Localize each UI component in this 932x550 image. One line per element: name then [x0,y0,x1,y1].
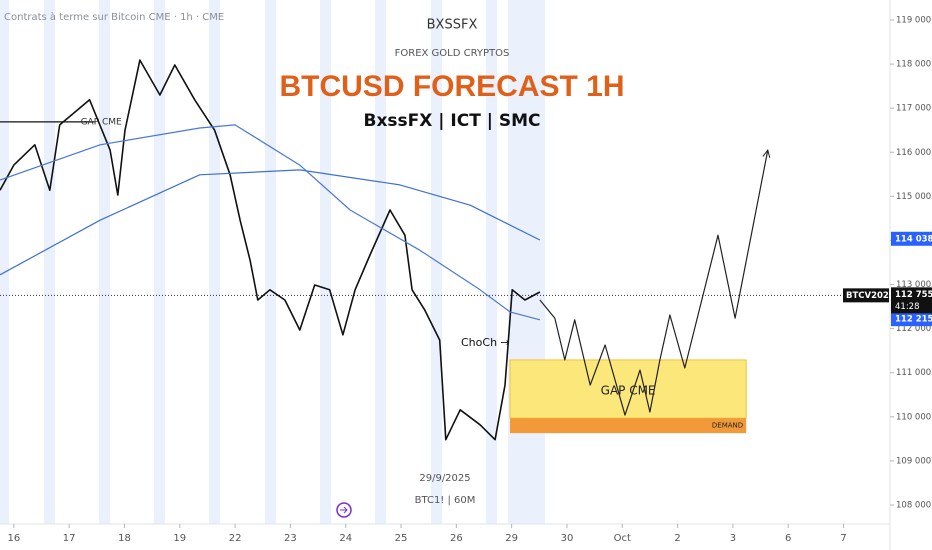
arrow-head [762,148,771,158]
y-tick-label: 117 000 [896,104,931,114]
event-icon-arrow [340,506,348,514]
x-tick-label: 22 [229,533,242,544]
last-price-tag [891,287,932,314]
zone-label: GAP CME [601,384,656,398]
y-tick-label: 109 000 [896,456,931,466]
session-stripe [0,0,9,524]
ma-tag-label: 114 038 [895,234,932,244]
y-tick-label: 108 000 [896,501,931,511]
chart-subtitle: BxssFX | ICT | SMC [363,111,540,131]
choch-label: ChoCh → [461,336,510,349]
ma-tag [891,231,932,246]
zone-label: DEMAND [712,422,743,430]
projection-line [539,149,769,416]
x-tick-label: 18 [118,533,131,544]
symbol-tag: BTCV2025 [846,291,895,301]
x-tick-label: 16 [7,533,20,544]
x-tick-label: 29 [505,533,518,544]
x-tick-label: 7 [840,533,846,544]
chart-title: BTCUSD FORECAST 1H [279,70,624,103]
x-tick-label: 25 [395,533,408,544]
session-stripe [209,0,220,524]
countdown: 41:28 [895,302,920,312]
zone [509,359,747,419]
session-stripe [486,0,497,524]
zone [509,418,747,434]
x-tick-label: 3 [730,533,736,544]
brand-sub: FOREX GOLD CRYPTOS [395,48,510,59]
symbol-note: BTC1! | 60M [415,495,476,506]
session-stripe [44,0,55,524]
ma-tag-label: 112 215 [895,315,932,325]
x-tick-label: 17 [63,533,76,544]
session-stripe [320,0,331,524]
session-stripe [265,0,276,524]
x-tick-label: 26 [450,533,463,544]
session-stripe [508,0,545,524]
moving-average [0,169,541,276]
session-stripe [99,0,110,524]
event-icon[interactable] [336,502,352,518]
x-tick-label: 2 [674,533,680,544]
date-note: 29/9/2025 [419,473,470,484]
session-stripe [154,0,165,524]
session-stripe [431,0,442,524]
y-tick-label: 118 000 [896,60,931,70]
x-tick-label: 6 [785,533,791,544]
header: Contrats à terme sur Bitcoin CME · 1h · … [4,11,224,23]
y-tick-label: 112 000 [896,324,931,334]
brand: BXSSFX [427,18,478,33]
y-tick-label: 115 000 [896,192,931,202]
session-shading [0,0,545,524]
x-tick-label: 24 [339,533,352,544]
y-tick-label: 110 000 [896,412,931,422]
y-tick-label: 113 000 [896,280,931,290]
session-stripe [375,0,386,524]
x-tick-label: 19 [173,533,186,544]
last-price-label: 112 755 [895,290,932,300]
gap-line-label: GAP CME [81,117,122,127]
y-tick-label: 119 000 [896,15,931,25]
y-tick-label: 111 000 [896,368,931,378]
y-tick-label: 116 000 [896,148,931,158]
moving-average [0,124,541,321]
price-tag [843,288,889,303]
ma-tag [891,312,932,327]
x-tick-label: Oct [614,533,631,544]
x-tick-label: 23 [284,533,297,544]
x-tick-label: 30 [561,533,574,544]
price-line [0,59,541,441]
